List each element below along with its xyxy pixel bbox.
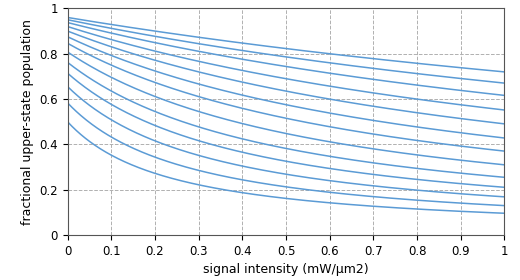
Y-axis label: fractional upper-state population: fractional upper-state population: [21, 19, 34, 225]
X-axis label: signal intensity (mW/μm2): signal intensity (mW/μm2): [203, 263, 369, 276]
